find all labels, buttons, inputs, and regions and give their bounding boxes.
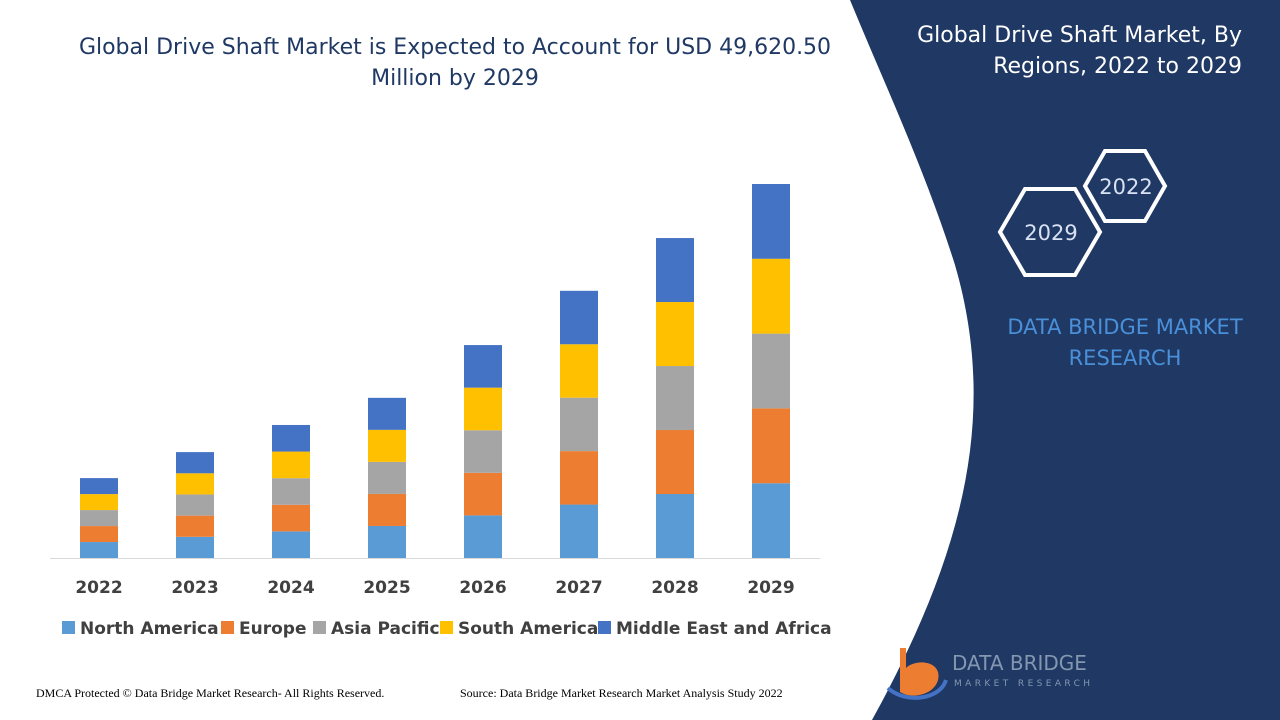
legend-label: Middle East and Africa [616, 619, 832, 639]
bar-segment [656, 494, 694, 558]
brand: DATA BRIDGE MARKET RESEARCH [1007, 315, 1243, 370]
x-tick-label: 2027 [555, 578, 602, 598]
legend-swatch [440, 621, 453, 634]
bar-segment [560, 344, 598, 398]
hexagon-label: 2022 [1099, 175, 1152, 199]
hexagon [997, 187, 1103, 277]
bar-segment [560, 397, 598, 452]
bar-segment [368, 493, 406, 526]
bar-segment [752, 483, 790, 558]
logo-tagline: MARKET RESEARCH [954, 679, 1093, 689]
bar-segment [80, 526, 118, 543]
bar-segment [464, 472, 502, 516]
bar-segment [560, 504, 598, 558]
bar-segment [80, 478, 118, 495]
side-title: Global Drive Shaft Market, By Regions, 2… [917, 23, 1242, 79]
legend-swatch [62, 621, 75, 634]
bar-segment [368, 525, 406, 558]
bar-segment [752, 184, 790, 259]
bar-segment [272, 478, 310, 505]
x-tick-label: 2024 [267, 578, 314, 598]
chart-title: Global Drive Shaft Market is Expected to… [78, 35, 832, 91]
bar-segment [176, 473, 214, 495]
logo-name: DATA BRIDGE [952, 651, 1087, 675]
legend-swatch [598, 621, 611, 634]
source: Source: Data Bridge Market Research Mark… [460, 686, 783, 700]
bar-segment [80, 510, 118, 527]
bar-segment [464, 387, 502, 431]
bar-segment [272, 504, 310, 532]
logo-icon [886, 679, 948, 700]
legend-label: South America [458, 619, 598, 639]
bar-segment [272, 424, 310, 452]
bar-segment [464, 345, 502, 388]
legend-swatch [221, 621, 234, 634]
bar-segment [560, 290, 598, 345]
x-tick-label: 2026 [459, 578, 506, 598]
legend-label: North America [80, 619, 219, 639]
legend-swatch [313, 621, 326, 634]
bar-segment [176, 515, 214, 537]
bar-segment [80, 542, 118, 558]
hexagon-label: 2029 [1024, 221, 1077, 245]
bar-segment [272, 451, 310, 479]
bar-segment [656, 238, 694, 303]
bar-segment [368, 461, 406, 494]
bar-segment [368, 429, 406, 462]
bar-segment [656, 302, 694, 367]
bar-segment [368, 397, 406, 430]
bar-segment [80, 494, 118, 511]
x-tick-label: 2022 [75, 578, 122, 598]
bar-segment [560, 451, 598, 505]
logo-icon [900, 648, 939, 696]
bar-segment [752, 258, 790, 334]
x-tick-label: 2023 [171, 578, 218, 598]
x-tick-label: 2029 [747, 578, 794, 598]
bar-segment [656, 366, 694, 431]
hexagon [1082, 149, 1168, 223]
side-panel-bg [850, 0, 1280, 720]
bar-segment [464, 515, 502, 558]
bar-segment [176, 536, 214, 558]
bar-segment [752, 333, 790, 409]
bar-segment [656, 430, 694, 495]
bar-segment [272, 531, 310, 558]
legend-label: Europe [239, 619, 306, 639]
copyright: DMCA Protected © Data Bridge Market Rese… [36, 686, 385, 700]
bar-segment [176, 494, 214, 516]
bar-segment [752, 408, 790, 484]
legend-label: Asia Pacific [331, 619, 440, 639]
x-tick-label: 2025 [363, 578, 410, 598]
bar-segment [176, 452, 214, 474]
x-tick-label: 2028 [651, 578, 698, 598]
bar-segment [464, 430, 502, 473]
